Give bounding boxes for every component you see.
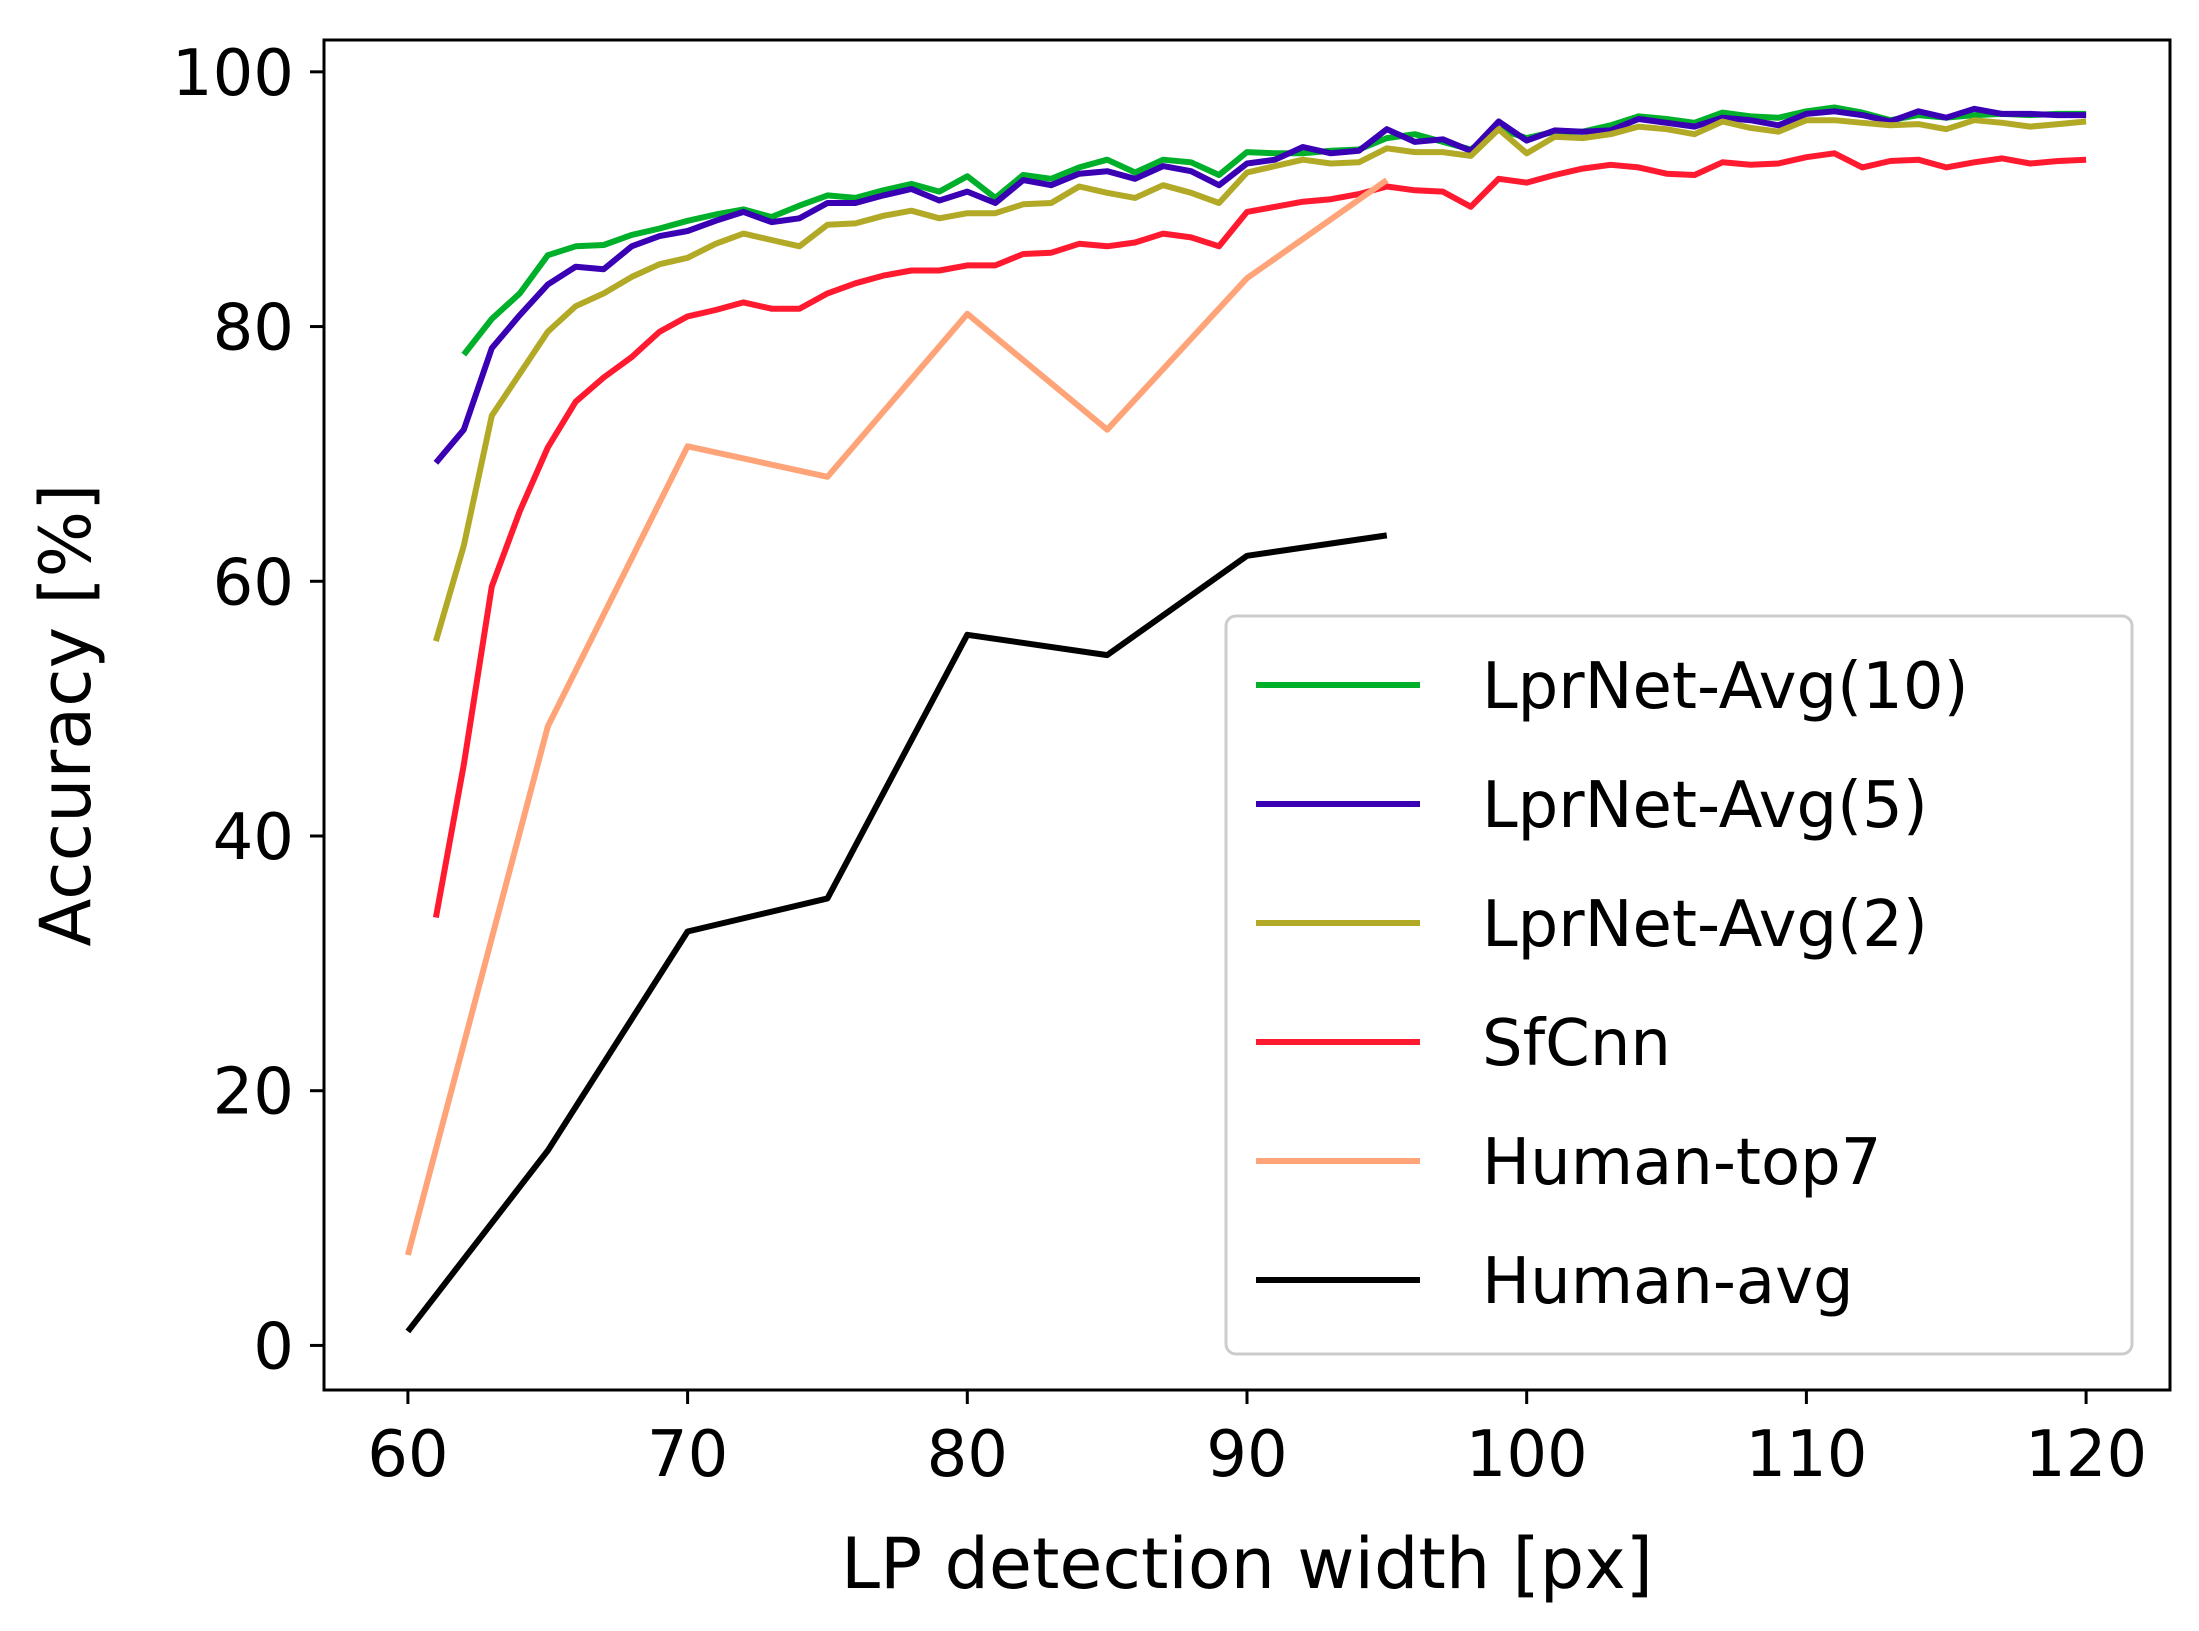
series-layer <box>404 104 2087 1334</box>
x-tick-label: 90 <box>1206 1418 1287 1492</box>
x-tick-label: 110 <box>1745 1418 1867 1492</box>
y-tick-label: 80 <box>213 292 294 366</box>
x-tick-label: 60 <box>367 1418 448 1492</box>
plot-area-frame <box>322 38 2172 1392</box>
legend-label-1: LprNet-Avg(10) <box>1482 650 1969 724</box>
series-line-4 <box>432 150 2087 919</box>
series-line-2 <box>433 105 2087 465</box>
y-axis-label: Accuracy [%] <box>25 484 107 947</box>
series-line-3 <box>433 117 2087 642</box>
y-tick-label: 20 <box>213 1056 294 1130</box>
x-tick-label: 80 <box>927 1418 1008 1492</box>
y-tick-label: 0 <box>253 1310 294 1384</box>
legend-label-3: LprNet-Avg(2) <box>1482 888 1928 962</box>
ticks-layer: 60 70 80 90 100 110 120 0 20 40 60 80 100 <box>172 37 2147 1492</box>
legend: LprNet-Avg(10) LprNet-Avg(5) LprNet-Avg(2)… <box>1224 614 2134 1356</box>
legend-label-4: SfCnn <box>1482 1007 1671 1081</box>
y-tick-label: 100 <box>172 37 294 111</box>
series-line-6 <box>405 532 1388 1334</box>
x-tick-label: 70 <box>647 1418 728 1492</box>
legend-label-6: Human-avg <box>1482 1245 1854 1319</box>
series-line-5 <box>404 177 1389 1256</box>
x-tick-label: 120 <box>2025 1418 2147 1492</box>
x-axis-label: LP detection width [px] <box>841 1523 1653 1605</box>
legend-label-5: Human-top7 <box>1482 1126 1882 1200</box>
x-tick-label: 100 <box>1466 1418 1588 1492</box>
legend-label-2: LprNet-Avg(5) <box>1482 769 1928 843</box>
legend-box <box>1224 614 2134 1356</box>
y-tick-label: 60 <box>213 546 294 620</box>
y-tick-label: 40 <box>213 801 294 875</box>
